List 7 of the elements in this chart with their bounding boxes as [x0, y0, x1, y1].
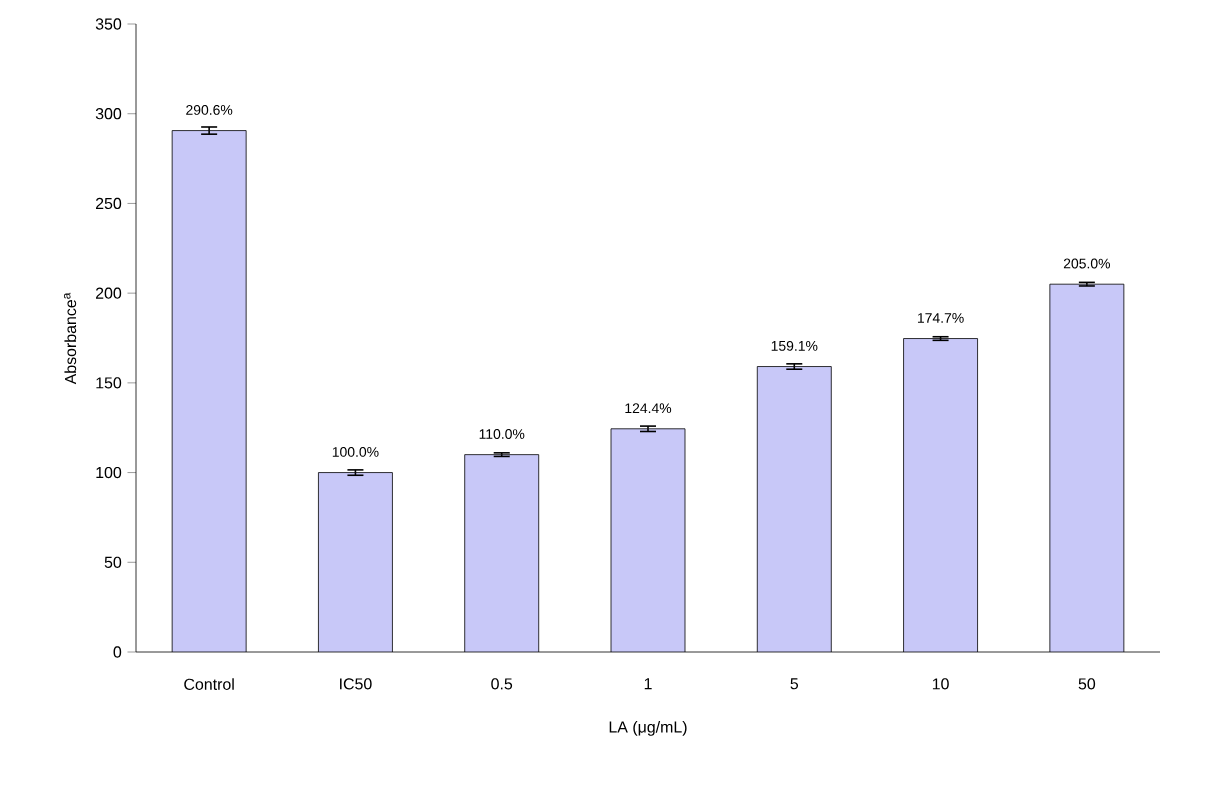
bar	[757, 366, 832, 652]
bar	[318, 472, 393, 652]
bar	[611, 428, 685, 652]
bar	[172, 130, 247, 652]
bar	[464, 454, 539, 652]
bar	[903, 338, 978, 652]
bar	[1049, 283, 1125, 652]
